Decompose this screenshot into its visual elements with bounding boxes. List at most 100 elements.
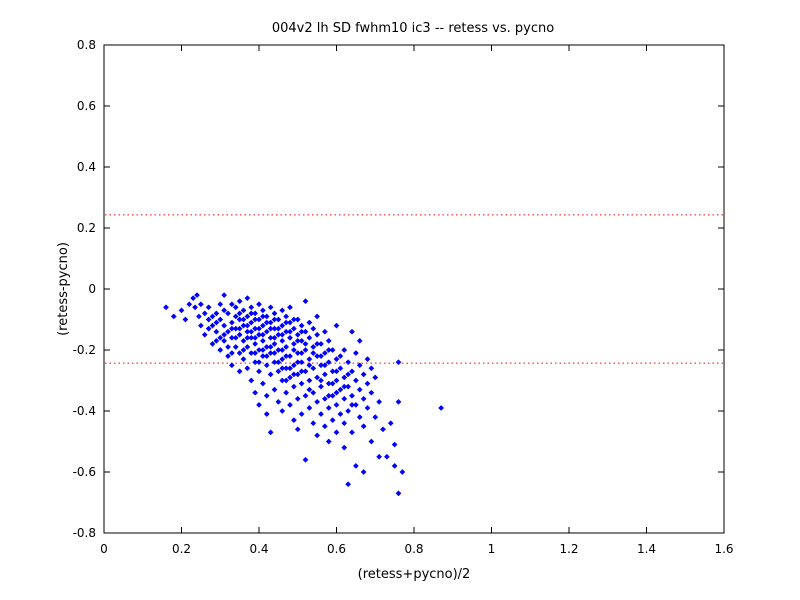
data-point — [271, 359, 278, 366]
chart-title: 004v2 lh SD fwhm10 ic3 -- retess vs. pyc… — [272, 21, 554, 36]
data-point — [279, 307, 286, 314]
data-point — [236, 316, 243, 323]
data-point — [287, 328, 293, 335]
data-point — [217, 316, 224, 323]
data-point — [232, 325, 239, 332]
data-point — [341, 383, 348, 390]
data-point — [368, 438, 375, 445]
data-point — [287, 353, 293, 360]
data-point — [279, 356, 286, 363]
data-point — [163, 304, 169, 311]
data-points — [163, 292, 445, 497]
data-point — [194, 292, 200, 299]
data-point — [236, 310, 243, 317]
data-point — [352, 401, 359, 408]
data-point — [244, 365, 251, 372]
data-point — [197, 301, 204, 308]
data-point — [325, 380, 332, 387]
data-point — [290, 417, 297, 424]
data-point — [256, 368, 262, 375]
data-point — [395, 490, 402, 497]
y-tick-label: 0.2 — [77, 221, 96, 235]
data-point — [294, 359, 301, 366]
data-point — [321, 395, 328, 402]
data-point — [341, 444, 348, 451]
data-point — [294, 371, 301, 378]
data-point — [290, 340, 297, 347]
x-tick-label: 1 — [488, 542, 496, 556]
data-point — [252, 389, 259, 396]
data-point — [337, 411, 344, 418]
data-point — [267, 304, 274, 311]
data-point — [259, 353, 266, 360]
data-point — [256, 359, 262, 366]
data-point — [306, 404, 313, 411]
data-point — [345, 383, 352, 390]
data-point — [279, 377, 286, 384]
data-point — [263, 392, 270, 399]
data-point — [263, 319, 270, 326]
y-tick-label: 0.6 — [77, 99, 96, 113]
data-point — [263, 313, 270, 320]
y-tick-label: 0 — [88, 282, 96, 296]
data-point — [221, 331, 228, 338]
data-point — [306, 334, 313, 341]
data-point — [349, 401, 355, 408]
data-point — [248, 334, 255, 341]
data-point — [383, 453, 390, 460]
data-point — [248, 328, 255, 335]
data-point — [259, 313, 266, 320]
data-point — [197, 322, 204, 329]
data-point — [329, 380, 336, 387]
data-point — [221, 307, 228, 314]
data-point — [310, 350, 317, 357]
data-point — [287, 401, 293, 408]
data-point — [186, 301, 193, 308]
data-point — [329, 368, 336, 375]
data-point — [294, 350, 301, 357]
y-tick-label: -0.2 — [73, 343, 96, 357]
data-point — [236, 325, 243, 332]
data-point — [228, 319, 235, 326]
data-point — [310, 325, 317, 332]
data-point — [333, 401, 340, 408]
data-point — [290, 325, 297, 332]
data-point — [209, 313, 216, 320]
data-point — [263, 328, 270, 335]
data-point — [294, 395, 301, 402]
data-point — [321, 328, 328, 335]
data-point — [337, 386, 344, 393]
data-point — [395, 359, 402, 366]
data-point — [302, 456, 309, 463]
data-point — [310, 365, 317, 372]
data-point — [302, 298, 309, 305]
data-point — [221, 322, 228, 329]
data-point — [201, 331, 208, 338]
data-point — [294, 331, 301, 338]
y-axis-ticks: -0.8 -0.6 -0.4 -0.2 0 0.2 0.4 0.6 0.8 — [73, 38, 724, 540]
data-point — [349, 328, 355, 335]
data-point — [287, 319, 293, 326]
data-point — [267, 350, 274, 357]
data-point — [279, 322, 286, 329]
data-point — [329, 392, 336, 399]
data-point — [178, 307, 185, 314]
data-point — [360, 423, 367, 430]
y-tick-label: 0.4 — [77, 160, 96, 174]
data-point — [256, 347, 262, 353]
data-point — [318, 362, 324, 369]
data-point — [314, 340, 321, 347]
data-point — [279, 331, 286, 338]
data-point — [341, 347, 348, 353]
data-point — [271, 316, 278, 323]
data-point — [275, 331, 282, 338]
data-point — [364, 380, 371, 387]
data-point — [240, 347, 247, 353]
data-point — [205, 304, 212, 311]
data-point — [182, 316, 189, 323]
x-tick-label: 0.2 — [172, 542, 191, 556]
data-point — [271, 334, 278, 341]
data-point — [225, 310, 231, 317]
data-point — [252, 310, 259, 317]
